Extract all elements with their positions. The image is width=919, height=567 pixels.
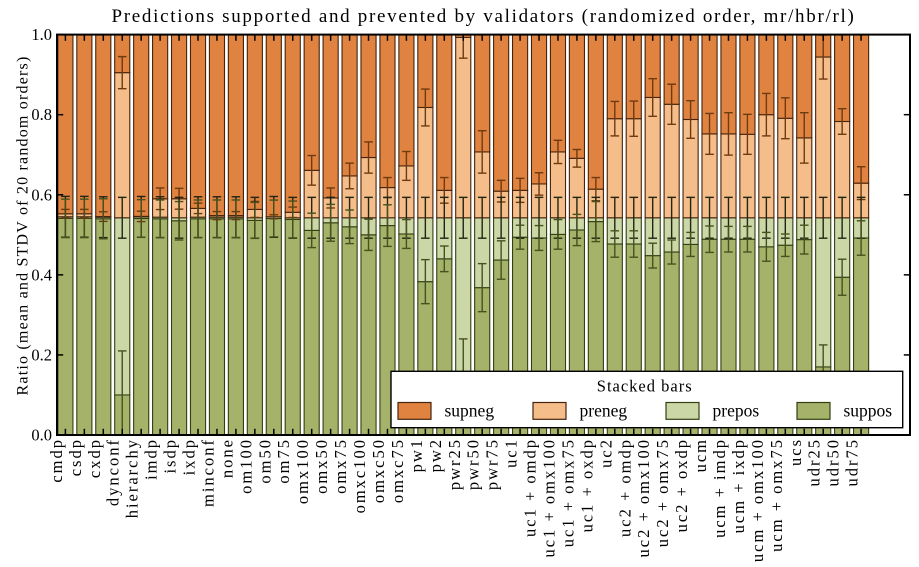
svg-text:pwr75: pwr75 [483, 438, 502, 490]
svg-text:uc1 + omx75: uc1 + omx75 [558, 438, 577, 547]
svg-text:pwr50: pwr50 [464, 438, 483, 490]
svg-text:Stacked bars: Stacked bars [597, 377, 693, 396]
svg-text:dynconf: dynconf [104, 438, 123, 506]
svg-text:udr50: udr50 [824, 438, 843, 487]
svg-text:omxc75: omxc75 [388, 438, 407, 503]
svg-text:ucm + omx100: ucm + omx100 [748, 438, 767, 562]
svg-text:ucm + omx75: ucm + omx75 [767, 438, 786, 552]
svg-text:uc1 + oxdp: uc1 + oxdp [577, 438, 596, 532]
svg-text:uc2 + oxdp: uc2 + oxdp [672, 438, 691, 532]
svg-text:Predictions supported and prev: Predictions supported and prevented by v… [112, 6, 856, 27]
svg-text:omx50: omx50 [312, 438, 331, 494]
svg-text:uc2 + omx75: uc2 + omx75 [653, 438, 672, 547]
svg-text:none: none [217, 438, 236, 478]
svg-text:uc2 + omdp: uc2 + omdp [615, 438, 634, 537]
svg-text:ucm + ixdp: ucm + ixdp [729, 438, 748, 533]
svg-text:uc2: uc2 [596, 438, 615, 468]
svg-text:1.0: 1.0 [31, 25, 52, 44]
svg-text:omxc50: omxc50 [369, 438, 388, 503]
svg-text:ucm: ucm [691, 438, 710, 472]
svg-text:csdp: csdp [66, 438, 85, 476]
svg-text:om100: om100 [236, 438, 255, 494]
svg-text:0.6: 0.6 [31, 185, 52, 204]
svg-text:suppos: suppos [844, 401, 893, 421]
svg-text:preneg: preneg [580, 401, 628, 421]
svg-text:prepos: prepos [713, 401, 760, 421]
svg-text:minconf: minconf [198, 438, 217, 507]
svg-text:om50: om50 [255, 438, 274, 484]
svg-text:pw1: pw1 [407, 438, 426, 472]
svg-text:ucm + imdp: ucm + imdp [710, 438, 729, 538]
svg-text:0.2: 0.2 [31, 345, 52, 364]
svg-text:hierarchy: hierarchy [123, 438, 142, 518]
svg-text:omx75: omx75 [331, 438, 350, 494]
svg-text:pw2: pw2 [426, 438, 445, 472]
svg-text:pwr25: pwr25 [445, 438, 464, 490]
svg-text:isdp: isdp [161, 438, 180, 474]
svg-text:udr25: udr25 [805, 438, 824, 487]
svg-text:omxc100: omxc100 [350, 438, 369, 513]
svg-text:0.4: 0.4 [31, 265, 52, 284]
svg-text:cmdp: cmdp [47, 438, 66, 483]
svg-text:imdp: imdp [142, 438, 161, 480]
svg-text:uc1 + omdp: uc1 + omdp [521, 438, 540, 537]
svg-text:om75: om75 [274, 438, 293, 484]
svg-text:udr75: udr75 [843, 438, 862, 487]
svg-text:uc1 + omx100: uc1 + omx100 [539, 438, 558, 557]
svg-text:0.8: 0.8 [31, 105, 52, 124]
svg-text:Ratio (mean and STDV of 20 ran: Ratio (mean and STDV of 20 random orders… [15, 56, 32, 396]
svg-text:uc1: uc1 [502, 438, 521, 468]
svg-text:ucs: ucs [786, 438, 805, 466]
svg-text:omx100: omx100 [293, 438, 312, 504]
svg-text:uc2 + omx100: uc2 + omx100 [634, 438, 653, 557]
svg-text:ixdp: ixdp [180, 438, 199, 475]
svg-text:cxdp: cxdp [85, 438, 104, 478]
svg-text:supneg: supneg [445, 401, 495, 421]
